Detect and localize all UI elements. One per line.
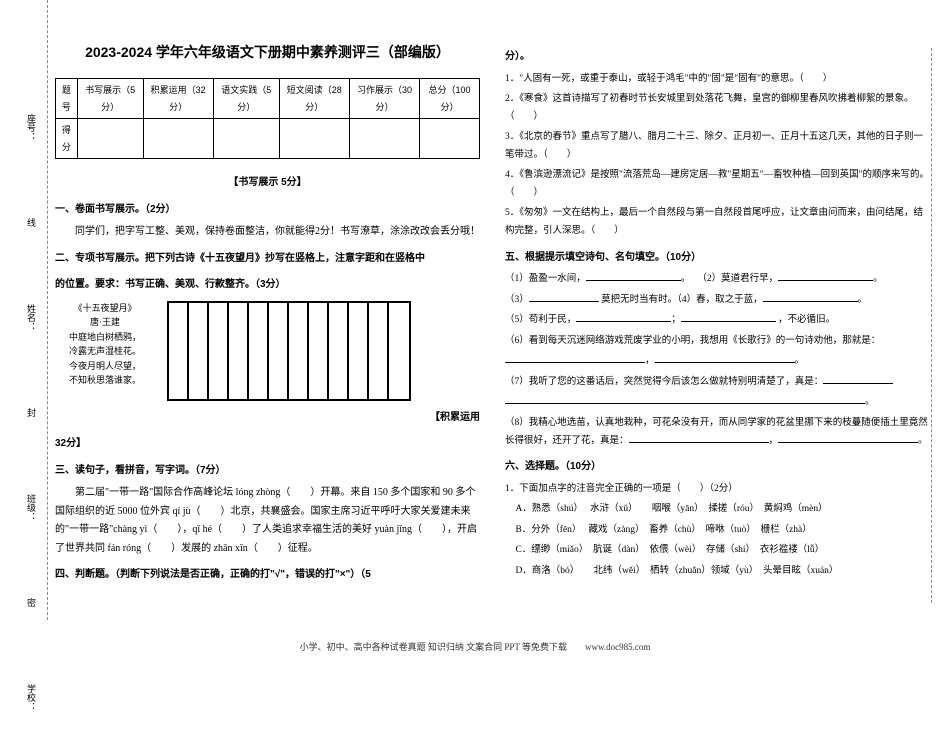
sidebar-label: 座号： — [25, 80, 38, 175]
td-blank — [420, 119, 480, 159]
fill-q3: （3） 莫把无时当有时。（4）春，取之于蓝，。 — [505, 292, 930, 310]
fill-q6: （6）看到每天沉迷网络游戏荒废学业的小明，我想用《长歌行》的一句诗劝他，那就是： — [505, 333, 930, 351]
th: 书写展示（5分） — [77, 78, 143, 118]
sidebar-label: 班级： — [25, 460, 38, 555]
opt-a: A．熟悉（shú） 水浒（xǔ） 咽喉（yān） 揉搓（róu） 黄焖鸡（mèn… — [515, 501, 930, 519]
td-blank — [77, 119, 143, 159]
q4-heading: 四、判断题。（判断下列说法是否正确，正确的打"√"，错误的打"×"）（5 — [55, 566, 480, 585]
poem-line: 不知秋思落谁家。 — [55, 373, 155, 387]
judge-q1: 1．"人固有一死，或重于泰山，或轻于鸿毛"中的"固"是"固有"的意思。（ ） — [505, 71, 930, 89]
sidebar-dash: 密 — [25, 555, 38, 650]
th: 积累运用（32分） — [143, 78, 213, 118]
td-blank — [143, 119, 213, 159]
poem-text: 《十五夜望月》 唐·王建 中庭地白树栖鸦， 冷露无声湿桂花。 今夜月明人尽望， … — [55, 301, 155, 401]
fill-q6-blank: ，。 — [505, 353, 930, 371]
q3-heading: 三、读句子，看拼音，写字词。（7分） — [55, 462, 480, 481]
th: 短文阅读（28分） — [279, 78, 349, 118]
fill-q8: （8）我精心地选苗，认真地栽种，可花朵没有开，而从同学家的花盆里挪下来的枝蔓随便… — [505, 415, 930, 450]
sidebar-label: 姓名： — [25, 270, 38, 365]
page-content: 2023-2024 学年六年级语文下册期中素养测评三（部编版） 题号 书写展示（… — [55, 40, 930, 589]
q2-heading: 二、专项书写展示。把下列古诗《十五夜望月》抄写在竖格上，注意字距和在竖格中 — [55, 250, 480, 269]
fill-q5: （5）苟利于民，； ，不必循旧。 — [505, 312, 930, 330]
poem-line: 冷露无声湿桂花。 — [55, 344, 155, 358]
judge-q5: 5．《匆匆》一文在结构上，最后一个自然段与第一自然段首尾呼应，让文章由问而来，由… — [505, 205, 930, 240]
th: 语文实践（5分） — [213, 78, 279, 118]
right-dashed-border — [931, 48, 932, 603]
score-table: 题号 书写展示（5分） 积累运用（32分） 语文实践（5分） 短文阅读（28分）… — [55, 78, 480, 160]
q1-heading: 一、卷面书写展示。（2分） — [55, 201, 480, 220]
choice-q1: 1．下面加点字的注音完全正确的一项是（ ）（2分） — [505, 481, 930, 499]
td-blank — [213, 119, 279, 159]
fill-q7: （7）我听了您的这番话后，突然觉得今后该怎么做就特别明清楚了，真是： — [505, 374, 930, 392]
th: 总分（100分） — [420, 78, 480, 118]
opt-c: C．缥缈（miǎo） 肮诞（dàn） 依偎（wèi） 存储（shí） 衣衫褴褛（… — [515, 542, 930, 560]
section-title-2b: 32分】 — [55, 435, 480, 454]
fill-q7-blank: 。 — [505, 394, 930, 412]
q6-heading: 六、选择题。（10分） — [505, 458, 930, 477]
opt-b: B．分外（fēn） 藏戏（zàng） 畜养（chù） 啼咻（tuò） 栅栏（zh… — [515, 522, 930, 540]
exam-title: 2023-2024 学年六年级语文下册期中素养测评三（部编版） — [55, 40, 480, 66]
writing-grid — [167, 301, 411, 401]
sidebar-dash: 封 — [25, 365, 38, 460]
poem-container: 《十五夜望月》 唐·王建 中庭地白树栖鸦， 冷露无声湿桂花。 今夜月明人尽望， … — [55, 301, 480, 401]
poem-line: 今夜月明人尽望， — [55, 359, 155, 373]
fill-q1: （1）盈盈一水间，。 （2）莫道君行早，。 — [505, 271, 930, 289]
td-blank — [279, 119, 349, 159]
poem-title: 《十五夜望月》 — [55, 301, 155, 315]
poem-author: 唐·王建 — [55, 315, 155, 329]
right-column: 分）。 1．"人固有一死，或重于泰山，或轻于鸿毛"中的"固"是"固有"的意思。（… — [505, 40, 930, 589]
q4-cont: 分）。 — [505, 48, 930, 67]
td-blank — [349, 119, 419, 159]
q3-text: 第二届"一带一路"国际合作高峰论坛 lóng zhòng（ ）开幕。来自 150… — [55, 484, 480, 558]
left-column: 2023-2024 学年六年级语文下册期中素养测评三（部编版） 题号 书写展示（… — [55, 40, 480, 589]
choice-options: A．熟悉（shú） 水浒（xǔ） 咽喉（yān） 揉搓（róu） 黄焖鸡（mèn… — [515, 501, 930, 580]
judge-q3: 3．《北京的春节》重点写了腊八、腊月二十三、除夕、正月初一、正月十五这几天，其他… — [505, 129, 930, 164]
sidebar-dash: 线 — [25, 175, 38, 270]
section-title-2: 【积累运用 — [55, 409, 480, 428]
page-footer: 小学、初中、高中各种试卷真题 知识归纳 文案合同 PPT 等免费下载 www.d… — [0, 640, 950, 653]
section-title: 【书写展示 5分】 — [55, 174, 480, 193]
judge-q4: 4．《鲁滨逊漂流记》是按照"流落荒岛—建房定居—救"星期五"—畜牧种植—回到英国… — [505, 167, 930, 202]
th-score: 得分 — [56, 119, 78, 159]
th: 题号 — [56, 78, 78, 118]
poem-line: 中庭地白树栖鸦， — [55, 330, 155, 344]
q2-heading-b: 的位置。要求：书写正确、美观、行款整齐。（3分） — [55, 276, 480, 295]
judge-q2: 2．《寒食》这首诗描写了初春时节长安城里到处落花飞舞，皇宫的御柳里春风吹拂着柳絮… — [505, 91, 930, 126]
q1-text: 同学们，把字写工整、美观，保持卷面整洁，你就能得2分！书写潦草，涂涂改改会丢分哦… — [55, 223, 480, 242]
th: 习作展示（30分） — [349, 78, 419, 118]
opt-d: D．商洛（bó） 北纬（wěi） 栖转（zhuǎn）领域（yù） 头晕目眩（xu… — [515, 563, 930, 581]
sidebar-label: 学校： — [25, 650, 38, 745]
q5-heading: 五、根据提示填空诗句、名句填空。（10分） — [505, 249, 930, 268]
binding-sidebar: 座号： 线 姓名： 封 班级： 密 学校： — [0, 0, 48, 620]
